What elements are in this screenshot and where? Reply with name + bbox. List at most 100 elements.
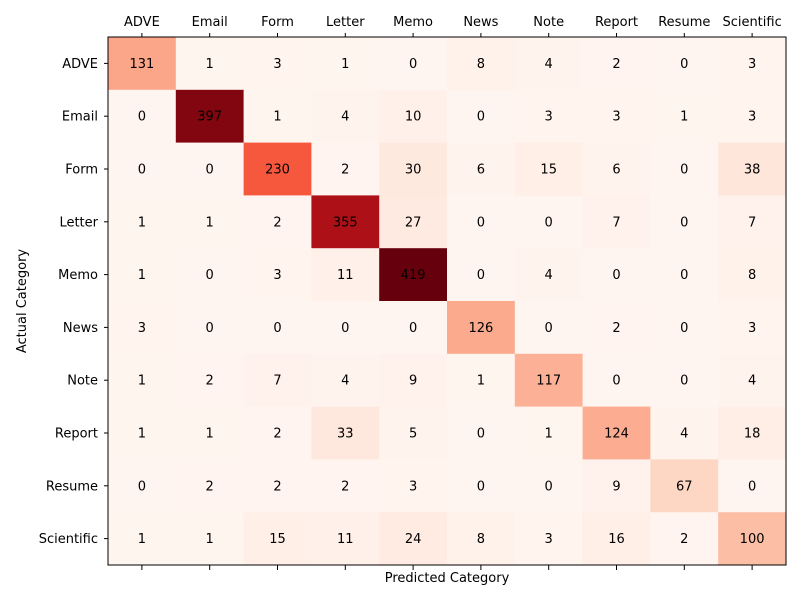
heatmap-cell-memo-form bbox=[243, 248, 312, 302]
cell-value-memo-email: 0 bbox=[206, 268, 214, 283]
heatmap-cell-scientific-news bbox=[447, 512, 516, 566]
heatmap-cell-letter-scientific bbox=[718, 195, 787, 249]
heatmap-cell-email-news bbox=[447, 89, 516, 144]
heatmap-cell-report-report bbox=[582, 406, 651, 460]
heatmap-cell-form-form bbox=[243, 142, 312, 196]
cell-value-news-resume: 0 bbox=[680, 321, 688, 336]
cell-value-news-letter: 0 bbox=[341, 321, 349, 336]
cell-value-news-scientific: 3 bbox=[748, 321, 756, 336]
heatmap-cell-report-scientific bbox=[718, 406, 787, 460]
heatmap-cell-news-email bbox=[175, 301, 245, 355]
heatmap-cell-adve-resume bbox=[650, 37, 719, 91]
heatmap-cell-news-form bbox=[243, 301, 312, 355]
heatmap-cell-email-form bbox=[243, 89, 312, 144]
cell-value-memo-memo: 419 bbox=[401, 268, 426, 283]
heatmap-cell-scientific-form bbox=[243, 512, 312, 566]
cell-value-memo-form: 3 bbox=[273, 268, 281, 283]
heatmap-cell-memo-resume bbox=[650, 248, 719, 302]
cell-value-letter-report: 7 bbox=[612, 215, 620, 230]
cell-value-news-form: 0 bbox=[273, 321, 281, 336]
heatmap-cell-form-note bbox=[514, 142, 584, 196]
cell-value-letter-email: 1 bbox=[206, 215, 214, 230]
heatmap-cell-note-form bbox=[243, 353, 312, 408]
heatmap-cell-adve-news bbox=[447, 37, 516, 91]
cell-value-memo-letter: 11 bbox=[337, 268, 354, 283]
cell-value-form-adve: 0 bbox=[138, 163, 146, 178]
cell-value-email-resume: 1 bbox=[680, 110, 688, 125]
cell-value-note-report: 0 bbox=[612, 374, 620, 389]
cell-value-letter-note: 0 bbox=[545, 215, 553, 230]
y-tick-label-letter: Letter bbox=[59, 215, 98, 230]
heatmap-cell-letter-email bbox=[175, 195, 245, 249]
cell-value-report-adve: 1 bbox=[138, 427, 146, 442]
cell-value-report-scientific: 18 bbox=[744, 427, 761, 442]
heatmap-cell-email-memo bbox=[379, 89, 448, 144]
y-tick-label-news: News bbox=[63, 321, 98, 336]
cell-value-letter-adve: 1 bbox=[138, 215, 146, 230]
heatmap-cell-memo-news bbox=[447, 248, 516, 302]
y-tick-label-report: Report bbox=[55, 427, 98, 442]
heatmap-cell-email-scientific bbox=[718, 89, 787, 144]
x-tick-label-report: Report bbox=[595, 15, 638, 30]
cell-value-resume-report: 9 bbox=[612, 479, 620, 494]
cell-value-letter-scientific: 7 bbox=[748, 215, 756, 230]
cell-value-report-form: 2 bbox=[273, 427, 281, 442]
cell-value-resume-news: 0 bbox=[477, 479, 485, 494]
heatmap-cell-news-resume bbox=[650, 301, 719, 355]
heatmap-cell-news-adve bbox=[108, 301, 177, 355]
heatmap-cell-resume-note bbox=[514, 459, 584, 513]
cell-value-adve-note: 4 bbox=[545, 57, 553, 72]
heatmap-cell-note-news bbox=[447, 353, 516, 408]
cell-value-resume-memo: 3 bbox=[409, 479, 417, 494]
heatmap-cell-email-adve bbox=[108, 89, 177, 144]
y-axis-label: Actual Category bbox=[15, 249, 30, 354]
heatmap-cell-adve-form bbox=[243, 37, 312, 91]
heatmap-cell-letter-memo bbox=[379, 195, 448, 249]
cell-value-form-resume: 0 bbox=[680, 163, 688, 178]
heatmap-cell-note-letter bbox=[311, 353, 380, 408]
heatmap-cell-adve-scientific bbox=[718, 37, 787, 91]
heatmap-cell-report-resume bbox=[650, 406, 719, 460]
cell-value-scientific-memo: 24 bbox=[405, 532, 422, 547]
heatmap-cell-report-adve bbox=[108, 406, 177, 460]
cell-value-note-resume: 0 bbox=[680, 374, 688, 389]
cell-value-email-adve: 0 bbox=[138, 110, 146, 125]
heatmap-cell-report-form bbox=[243, 406, 312, 460]
heatmap-cell-news-note bbox=[514, 301, 584, 355]
cell-value-form-form: 230 bbox=[265, 163, 290, 178]
cell-value-adve-report: 2 bbox=[612, 57, 620, 72]
cell-value-resume-adve: 0 bbox=[138, 479, 146, 494]
heatmap-cell-form-memo bbox=[379, 142, 448, 196]
cell-value-report-news: 0 bbox=[477, 427, 485, 442]
cell-value-adve-news: 8 bbox=[477, 57, 485, 72]
cell-value-email-note: 3 bbox=[545, 110, 553, 125]
cell-value-note-adve: 1 bbox=[138, 374, 146, 389]
cell-value-scientific-letter: 11 bbox=[337, 532, 354, 547]
cell-value-memo-news: 0 bbox=[477, 268, 485, 283]
cell-value-note-form: 7 bbox=[273, 374, 281, 389]
cell-value-memo-resume: 0 bbox=[680, 268, 688, 283]
cell-value-email-memo: 10 bbox=[405, 110, 422, 125]
cell-value-form-memo: 30 bbox=[405, 163, 422, 178]
cell-value-memo-note: 4 bbox=[545, 268, 553, 283]
cell-value-form-news: 6 bbox=[477, 163, 485, 178]
heatmap-cell-email-report bbox=[582, 89, 651, 144]
heatmap-cell-news-news bbox=[447, 301, 516, 355]
cell-value-note-news: 1 bbox=[477, 374, 485, 389]
x-ticks: ADVE Email Form Letter Memo News Note Report Res… bbox=[124, 15, 782, 570]
cell-value-email-form: 1 bbox=[273, 110, 281, 125]
cell-value-adve-adve: 131 bbox=[129, 57, 154, 72]
cell-value-email-report: 3 bbox=[612, 110, 620, 125]
cell-value-resume-note: 0 bbox=[545, 479, 553, 494]
heatmap-cell-note-resume bbox=[650, 353, 719, 408]
heatmap-cell-note-report bbox=[582, 353, 651, 408]
y-tick-label-note: Note bbox=[67, 374, 98, 389]
cell-value-scientific-scientific: 100 bbox=[740, 532, 765, 547]
cell-value-report-report: 124 bbox=[604, 427, 629, 442]
heatmap-cell-resume-adve bbox=[108, 459, 177, 513]
cell-value-scientific-report: 16 bbox=[608, 532, 625, 547]
cell-value-memo-report: 0 bbox=[612, 268, 620, 283]
heatmap-cell-memo-note bbox=[514, 248, 584, 302]
